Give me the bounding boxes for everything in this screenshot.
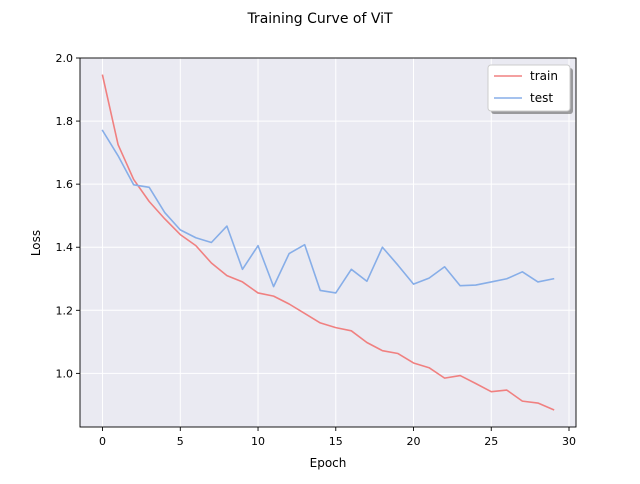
axes (79, 57, 577, 428)
x-axis-label: Epoch (310, 456, 347, 470)
series-line-test (101, 129, 555, 294)
plot-area (80, 58, 576, 427)
x-tick-label: 0 (99, 435, 106, 448)
x-tick-label: 20 (407, 435, 421, 448)
x-tick-label: 5 (177, 435, 184, 448)
y-tick-label: 1.0 (56, 367, 74, 380)
grid (80, 57, 576, 427)
y-tick-label: 2.0 (56, 52, 74, 65)
tick-labels: 0 5 10 15 20 25 30 1.0 1.2 1.4 1.6 1.8 2.0 (56, 52, 577, 448)
series-line-train (101, 74, 555, 411)
legend-label-test: test (530, 91, 553, 105)
x-tick-label: 30 (562, 435, 576, 448)
chart-title: Training Curve of ViT (246, 11, 393, 27)
y-tick-label: 1.4 (56, 241, 74, 254)
legend-label-train: train (530, 69, 558, 83)
y-tick-label: 1.8 (56, 115, 74, 128)
y-tick-label: 1.6 (56, 178, 74, 191)
legend: train test (487, 64, 573, 114)
plot-frame (79, 57, 577, 428)
series-lines (101, 74, 555, 411)
x-tick-label: 25 (484, 435, 498, 448)
x-tick-label: 10 (251, 435, 265, 448)
y-tick-label: 1.2 (56, 304, 74, 317)
x-tick-label: 15 (329, 435, 343, 448)
y-axis-label: Loss (29, 230, 43, 256)
